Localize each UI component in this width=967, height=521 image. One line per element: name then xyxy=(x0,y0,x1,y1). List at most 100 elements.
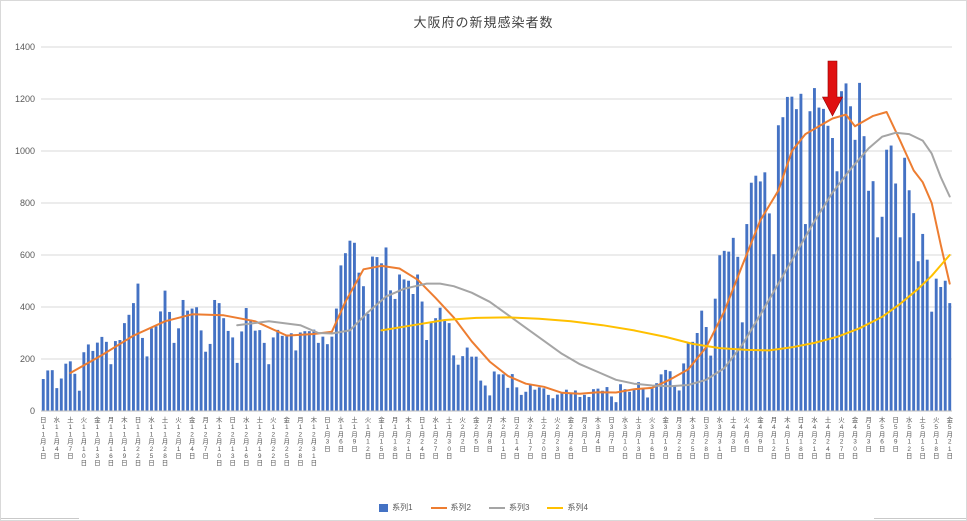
legend-label-series1: 系列1 xyxy=(392,503,413,512)
svg-text:400: 400 xyxy=(20,302,35,312)
svg-text:600: 600 xyxy=(20,250,35,260)
legend-label-series4: 系列4 xyxy=(567,503,588,512)
spreadsheet-gridline xyxy=(874,518,966,519)
svg-text:1200: 1200 xyxy=(15,94,35,104)
svg-text:0: 0 xyxy=(30,406,35,416)
svg-text:200: 200 xyxy=(20,354,35,364)
legend-swatch-line-icon xyxy=(430,506,447,509)
legend-swatch-bar-icon xyxy=(379,503,389,512)
line-series-4 xyxy=(380,254,951,352)
spreadsheet-gridline xyxy=(1,518,79,519)
legend-item-series1: 系列1 xyxy=(379,502,413,513)
legend-label-series2: 系列2 xyxy=(450,503,471,512)
svg-text:1400: 1400 xyxy=(15,42,35,52)
line-series-2 xyxy=(69,111,951,395)
line-series-3 xyxy=(236,131,951,388)
svg-text:800: 800 xyxy=(20,198,35,208)
legend-swatch-line-icon xyxy=(547,506,564,509)
legend-item-series4: 系列4 xyxy=(547,502,588,513)
x-axis-labels: 日 1 1 月 1 日水 1 1 月 4 日土 1 1 月 7 日火 1 1 月 1 0 日金 1 1 月 1 3 日月 1 1 月 1 6 日木… xyxy=(40,415,953,467)
chart-legend: 系列1 系列2 系列3 系列4 xyxy=(1,502,966,513)
chart-title: 大阪府の新規感染者数 xyxy=(413,15,554,30)
legend-swatch-line-icon xyxy=(489,506,505,509)
bar-series xyxy=(41,82,952,412)
legend-label-series3: 系列3 xyxy=(509,503,530,512)
svg-text:1000: 1000 xyxy=(15,146,35,156)
y-axis-labels: 0 200 400 600 800 1000 1200 1400 xyxy=(15,42,35,416)
legend-item-series2: 系列2 xyxy=(430,502,471,513)
annotation-down-arrow-icon xyxy=(821,60,843,117)
legend-item-series3: 系列3 xyxy=(489,502,529,513)
